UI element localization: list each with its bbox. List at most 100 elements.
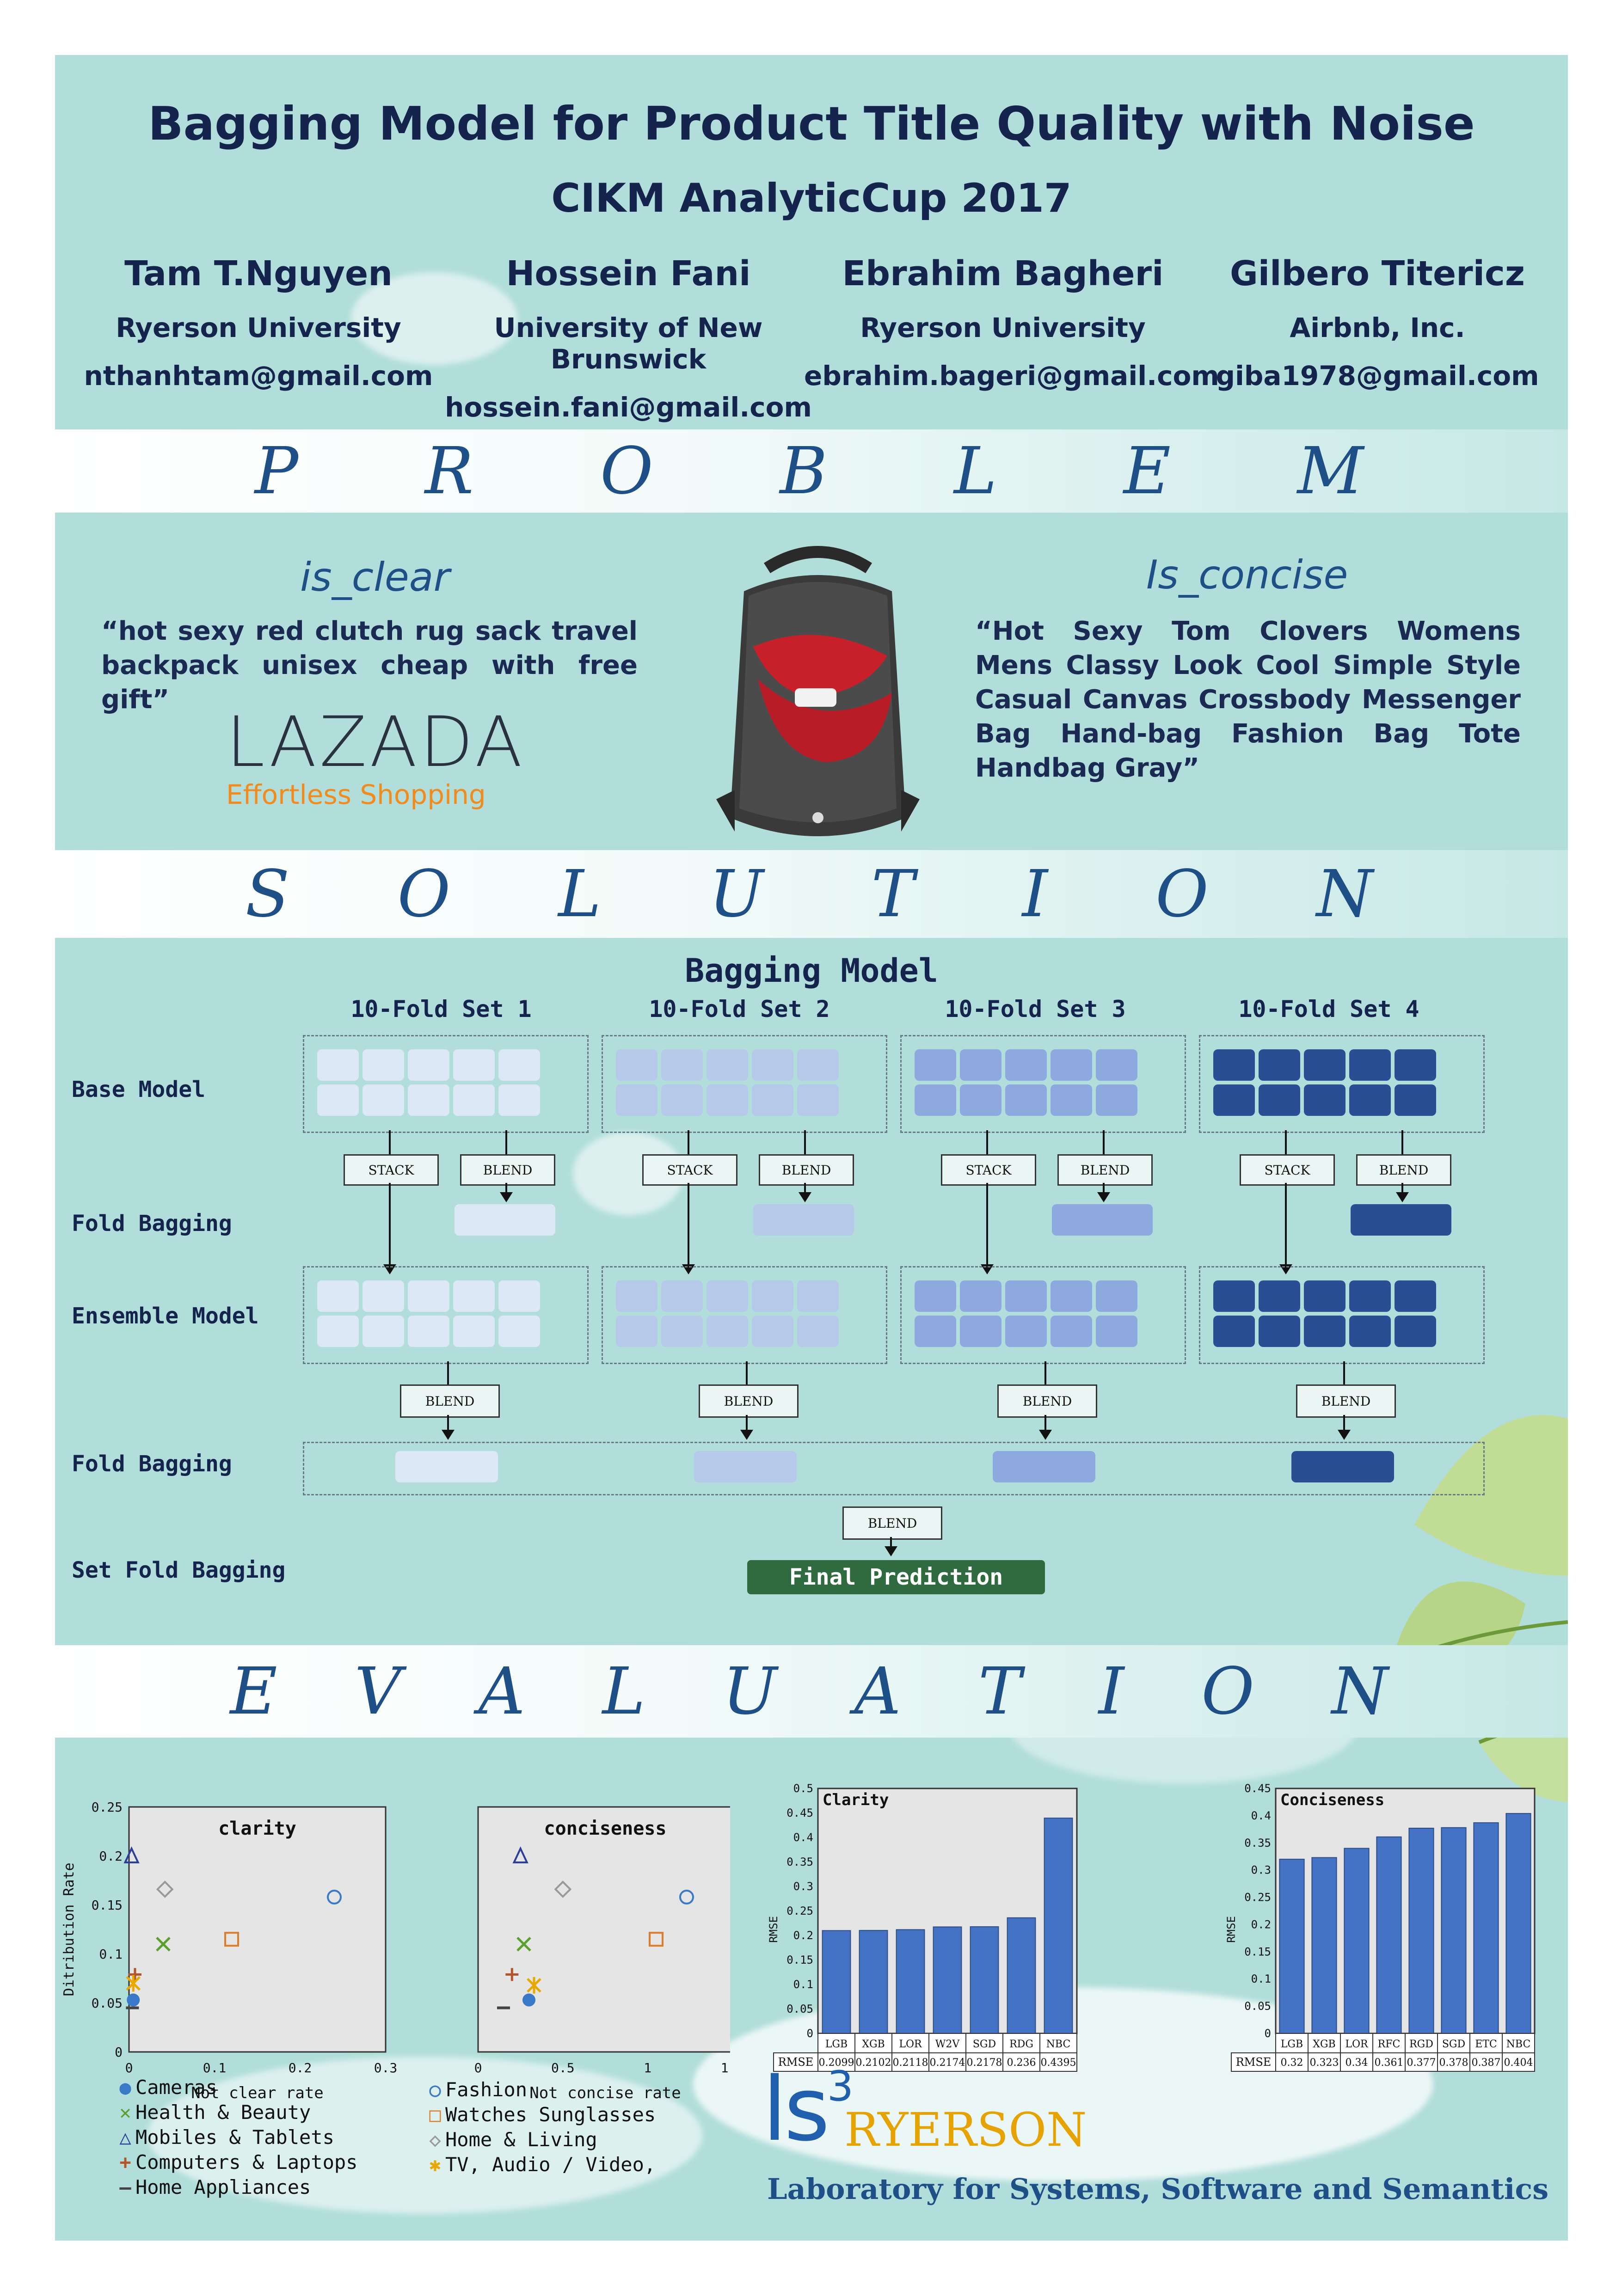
x-tick-label: LOR — [899, 2039, 922, 2050]
arrow-shaft — [804, 1183, 806, 1194]
model-cell — [362, 1280, 404, 1312]
legend-item: — Home Appliances — [115, 2175, 357, 2200]
y-tick-label: 0.45 — [786, 1806, 813, 1819]
section-letter: M — [1297, 433, 1369, 509]
cloud-decoration — [351, 272, 517, 365]
model-cell — [498, 1316, 540, 1347]
data-point — [156, 1880, 174, 1898]
model-cell — [707, 1084, 748, 1116]
table-cell — [1039, 2033, 1077, 2053]
ensemble-model-grid — [1199, 1266, 1485, 1364]
table-header-cell — [1231, 2052, 1276, 2072]
model-cell — [1304, 1280, 1346, 1312]
chart-title: clarity — [218, 1818, 296, 1839]
y-tick-label: 0.25 — [92, 1800, 123, 1815]
y-tick-label: 0.05 — [92, 1996, 123, 2011]
model-cell — [1349, 1084, 1391, 1116]
set-label-1: 10-Fold Set 1 — [350, 996, 532, 1022]
author-email: ebrahim.bageri@gmail.com — [804, 360, 1219, 392]
data-point — [512, 1846, 528, 1863]
y-tick-label: 0.45 — [1244, 1782, 1271, 1795]
row-label-set-fold-bagging: Set Fold Bagging — [72, 1557, 286, 1583]
y-tick-label: 0.1 — [99, 1947, 123, 1962]
model-cell — [960, 1084, 1001, 1116]
filled-circle-marker-icon: ● — [119, 2076, 131, 2099]
table-cell — [817, 2033, 855, 2053]
model-cell — [797, 1084, 839, 1116]
section-letter: U — [709, 856, 768, 932]
model-cell — [1051, 1280, 1092, 1312]
y-tick-label: 0.05 — [786, 2002, 813, 2015]
table-cell — [1275, 2052, 1309, 2072]
model-cell — [1349, 1280, 1391, 1312]
model-cell — [498, 1084, 540, 1116]
author-email: giba1978@gmail.com — [1216, 360, 1539, 392]
is-clear-label: is_clear — [300, 554, 450, 600]
author-4: Gilbero Titericz Airbnb, Inc. giba1978@g… — [1192, 254, 1562, 392]
bar — [822, 1930, 851, 2034]
model-cell — [752, 1280, 793, 1312]
model-cell — [1213, 1280, 1255, 1312]
data-label: 0.2178 — [967, 2057, 1002, 2069]
table-cell — [1275, 2033, 1309, 2053]
arrow-shaft — [1343, 1415, 1345, 1432]
model-cell — [408, 1280, 449, 1312]
section-letter: B — [780, 433, 832, 509]
legend-item: + Computers & Laptops — [115, 2150, 357, 2175]
table-cell — [965, 2033, 1003, 2053]
x-tick-label: XGB — [1313, 2039, 1335, 2050]
model-cell — [408, 1049, 449, 1081]
bar — [896, 1929, 925, 2034]
table-cell — [1308, 2033, 1341, 2053]
bar — [1441, 1827, 1467, 2034]
poster-title: Bagging Model for Product Title Quality … — [148, 97, 1475, 151]
model-cell — [1395, 1084, 1436, 1116]
final-prediction-button: Final Prediction — [747, 1560, 1045, 1594]
data-point — [127, 1993, 140, 2007]
section-letter: R — [424, 433, 479, 509]
model-cell — [1051, 1316, 1092, 1347]
model-cell — [1051, 1084, 1092, 1116]
is-concise-label: Is_concise — [1146, 552, 1348, 598]
legend-label: TV, Audio / Video, — [445, 2153, 656, 2176]
model-cell — [707, 1049, 748, 1081]
data-label: 0.323 — [1310, 2057, 1339, 2069]
y-tick-label: 0.35 — [1244, 1837, 1271, 1849]
blend-tag: BLEND — [997, 1384, 1097, 1418]
connector — [986, 1130, 988, 1154]
data-point — [516, 1937, 531, 1952]
fold-bagging-bar — [455, 1204, 555, 1236]
arrow-head — [1039, 1430, 1052, 1440]
model-cell — [1395, 1316, 1436, 1347]
model-cell — [317, 1280, 359, 1312]
row-label-fold-bagging-2: Fold Bagging — [72, 1451, 232, 1477]
set-fold-bar — [694, 1451, 797, 1482]
author-3: Ebrahim Bagheri Ryerson University ebrah… — [804, 254, 1219, 392]
y-axis-label: RMSE — [1225, 1916, 1238, 1943]
y-tick-label: 0.4 — [1251, 1809, 1271, 1822]
data-point — [527, 1977, 541, 1994]
bar — [970, 1926, 999, 2034]
data-point — [505, 1968, 519, 1981]
blend-tag: BLEND — [699, 1384, 799, 1418]
set-fold-bar — [1291, 1451, 1394, 1482]
ensemble-model-grid — [900, 1266, 1186, 1364]
connector — [1401, 1130, 1403, 1154]
author-email: nthanhtam@gmail.com — [84, 360, 433, 392]
model-cell — [1213, 1316, 1255, 1347]
section-letter: P — [254, 433, 303, 509]
model-cell — [1304, 1316, 1346, 1347]
data-point — [649, 1932, 664, 1947]
fold-bagging-bar — [1351, 1204, 1451, 1236]
author-name: Hossein Fani — [506, 254, 751, 294]
arrow-shaft — [505, 1183, 507, 1194]
arrow-head — [799, 1192, 811, 1202]
legend-item: □ Watches Sunglasses — [425, 2102, 656, 2127]
data-label: 0.34 — [1346, 2057, 1368, 2069]
section-letter: E — [1123, 433, 1175, 509]
connector — [447, 1361, 449, 1384]
data-point — [224, 1932, 239, 1947]
star-marker-icon: ✱ — [429, 2153, 441, 2176]
model-cell — [1304, 1049, 1346, 1081]
y-axis-label: Ditribution Rate — [61, 1863, 77, 1996]
